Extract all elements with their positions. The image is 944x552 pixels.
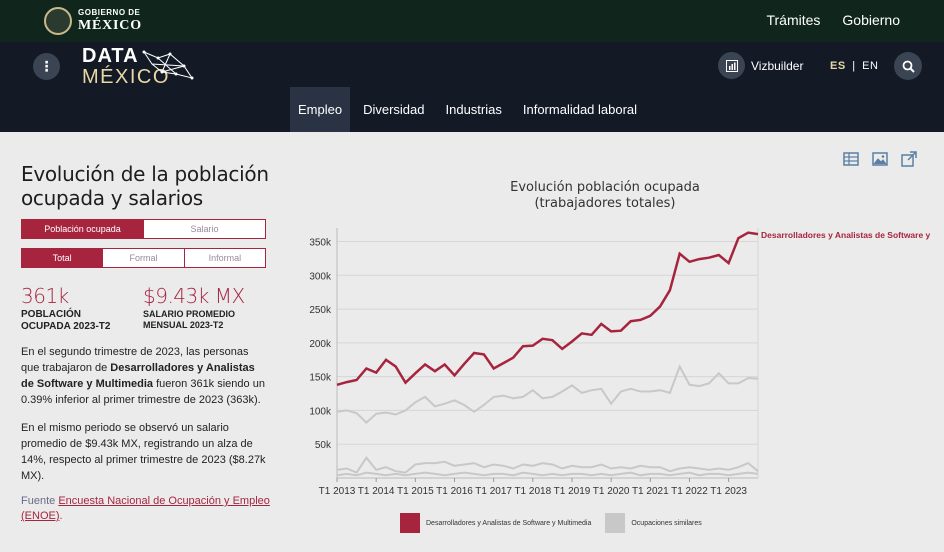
toggle-total[interactable]: Total: [22, 249, 103, 267]
lang-es[interactable]: ES: [830, 60, 846, 72]
tab-diversidad[interactable]: Diversidad: [363, 102, 425, 117]
similar-occupation-line: [336, 471, 759, 477]
chart-icon: [718, 52, 745, 79]
series-end-label: Desarrolladores y Analistas de Software …: [761, 230, 931, 240]
source-link[interactable]: Encuesta Nacional de Ocupación y Empleo …: [21, 495, 270, 522]
mexico-seal-icon: [44, 7, 72, 35]
stat-poblacion: 361k POBLACIÓN OCUPADA 2023-T2: [21, 284, 131, 333]
legend-label-software: Desarrolladores y Analistas de Software …: [426, 519, 592, 527]
network-logo-icon: [142, 50, 194, 80]
section-title: Evolución de la población ocupada y sala…: [21, 162, 269, 210]
x-tick-label: T1 2016: [436, 486, 473, 497]
menu-button[interactable]: ⋮: [33, 53, 60, 80]
brand-line-2: MÉXICO: [82, 66, 170, 88]
legend-label-similares: Ocupaciones similares: [631, 519, 702, 527]
kebab-menu-icon: ⋮: [39, 58, 54, 74]
x-tick-label: T1 2017: [475, 486, 512, 497]
chart-title: Evolución población ocupada (trabajadore…: [510, 180, 700, 211]
data-mexico-logo[interactable]: DATA MÉXICO: [82, 46, 170, 87]
toggle-salario[interactable]: Salario: [143, 220, 265, 238]
x-tick-label: T1 2022: [671, 486, 708, 497]
gov-logo-big-text: MÉXICO: [78, 18, 142, 33]
y-tick-label: 250k: [309, 305, 332, 316]
share-icon[interactable]: [901, 151, 917, 167]
lang-separator: |: [852, 60, 856, 72]
stat-salario-label: SALARIO PROMEDIO MENSUAL 2023-T2: [143, 309, 236, 330]
type-toggle: Total Formal Informal: [21, 248, 266, 268]
chart-toolbar: [843, 151, 917, 167]
source-end: .: [59, 510, 63, 522]
x-tick-label: T1 2019: [554, 486, 591, 497]
y-tick-label: 150k: [309, 373, 332, 384]
search-button[interactable]: [894, 52, 922, 80]
gov-logo-small-text: GOBIERNO DE: [78, 8, 141, 17]
series-line-software: [336, 231, 759, 387]
main-header: ⋮ DATA MÉXICO Vizbuilder ES | EN Empleo …: [0, 42, 944, 132]
p1-occupation: Desarrolladores y Analistas de Software …: [21, 362, 255, 390]
measure-toggle: Población ocupada Salario: [21, 219, 266, 239]
x-tick-label: T1 2020: [593, 486, 630, 497]
lang-en[interactable]: EN: [862, 60, 879, 72]
toggle-informal[interactable]: Informal: [183, 249, 265, 267]
chart-legend: Desarrolladores y Analistas de Software …: [400, 513, 716, 533]
tab-informalidad-laboral[interactable]: Informalidad laboral: [522, 102, 638, 117]
x-tick-label: T1 2023: [710, 486, 747, 497]
source-label: Fuente: [21, 495, 59, 507]
stat-salario-value: $9.43k MX: [143, 284, 245, 308]
search-icon: [902, 60, 915, 73]
p1-text-c: fueron 361k siendo un 0.39% inferior al …: [21, 378, 265, 406]
vizbuilder-button[interactable]: Vizbuilder: [718, 52, 803, 79]
nav-tabs: Empleo Diversidad Industrias Informalida…: [290, 87, 650, 132]
stat-salario: $9.43k MX SALARIO PROMEDIO MENSUAL 2023-…: [143, 284, 263, 331]
x-tick-label: T1 2014: [358, 486, 395, 497]
x-tick-label: T1 2021: [632, 486, 669, 497]
legend-swatch-similares: [605, 513, 626, 533]
gobierno-link[interactable]: Gobierno: [842, 12, 900, 28]
vizbuilder-label: Vizbuilder: [751, 58, 804, 73]
description-paragraph-2: En el mismo periodo se observó un salari…: [21, 422, 266, 482]
language-switch: ES | EN: [830, 60, 878, 72]
tab-empleo[interactable]: Empleo: [290, 87, 351, 132]
x-tick-label: T1 2015: [397, 486, 434, 497]
y-tick-label: 200k: [309, 339, 332, 350]
government-bar: GOBIERNO DE MÉXICO Trámites Gobierno: [0, 0, 944, 42]
section-panel: Evolución de la población ocupada y sala…: [21, 162, 271, 522]
toggle-formal[interactable]: Formal: [102, 249, 183, 267]
y-tick-label: 50k: [315, 440, 332, 451]
toggle-poblacion-ocupada[interactable]: Población ocupada: [22, 220, 143, 238]
source-note: Fuente Encuesta Nacional de Ocupación y …: [21, 494, 271, 524]
tramites-link[interactable]: Trámites: [766, 12, 821, 28]
x-tick-label: T1 2013: [319, 486, 356, 497]
image-icon[interactable]: [872, 151, 888, 167]
tab-industrias[interactable]: Industrias: [445, 102, 502, 117]
p1-text-a: En el segundo trimestre de 2023, las per…: [21, 346, 249, 374]
brand-line-1: DATA: [82, 45, 139, 67]
stat-poblacion-label: POBLACIÓN OCUPADA 2023-T2: [21, 309, 111, 332]
table-icon[interactable]: [843, 151, 859, 167]
legend-swatch-software: [400, 513, 420, 533]
legend-item-software[interactable]: Desarrolladores y Analistas de Software …: [400, 513, 591, 533]
series-line-similares: [336, 364, 759, 424]
x-tick-label: T1 2018: [514, 486, 551, 497]
legend-item-similares[interactable]: Ocupaciones similares: [605, 513, 702, 533]
stat-poblacion-value: 361k: [21, 284, 69, 308]
y-tick-label: 300k: [309, 271, 332, 282]
y-tick-label: 350k: [309, 238, 332, 249]
similar-occupation-line: [336, 456, 759, 474]
y-tick-label: 100k: [309, 406, 332, 417]
description-paragraph-1: En el segundo trimestre de 2023, las per…: [21, 344, 266, 408]
gobierno-logo[interactable]: GOBIERNO DE MÉXICO: [44, 7, 142, 35]
